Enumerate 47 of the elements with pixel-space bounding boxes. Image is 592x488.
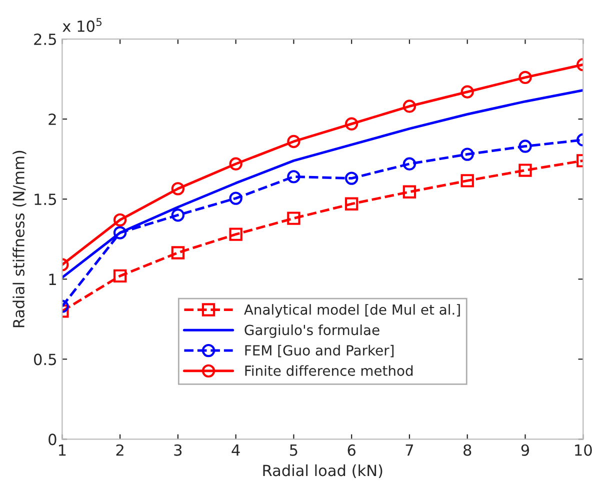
point — [344, 117, 358, 130]
x-tick-label: 1 — [58, 444, 66, 456]
point — [518, 140, 532, 153]
y-tick-label: 1.5 — [34, 194, 56, 206]
x-tick-label: 8 — [464, 444, 472, 456]
x-tick-label: 7 — [406, 444, 414, 456]
point — [518, 70, 532, 84]
x-tick-label: 10 — [575, 444, 592, 456]
point — [113, 226, 127, 240]
point — [287, 170, 300, 184]
point — [113, 269, 127, 283]
point — [344, 172, 358, 185]
point — [171, 182, 185, 196]
point — [460, 174, 474, 188]
point — [287, 134, 300, 148]
x-tick-label: 6 — [348, 444, 356, 456]
point — [229, 192, 242, 205]
y-tick-label: 2.5 — [34, 34, 56, 46]
legend-label: Finite difference method — [245, 365, 413, 376]
x-tick-label: 4 — [232, 444, 240, 456]
point — [113, 213, 127, 227]
legend-label: Gargiulo's formulae — [244, 324, 380, 338]
y-tick-label: 0.5 — [34, 354, 56, 366]
x-tick-label: 9 — [521, 444, 530, 456]
point — [344, 197, 358, 211]
text: x 10$^{5}$ — [62, 18, 102, 32]
point — [402, 100, 416, 113]
point — [287, 212, 300, 225]
y-tick-label: 2 — [48, 114, 56, 125]
x-tick-label: 2 — [116, 444, 124, 456]
legend-label: Analytical model [de Mul et al.] — [244, 304, 460, 318]
y-tick-label: 1 — [49, 274, 56, 285]
legend-label: FEM [Guo and Parker] — [245, 344, 394, 358]
point — [229, 157, 242, 170]
point — [402, 185, 416, 198]
y-axis-title: Radial stiffness (N/mm) — [12, 150, 26, 328]
point — [171, 208, 185, 222]
point — [460, 85, 474, 98]
point — [402, 157, 416, 170]
point — [460, 148, 474, 161]
point — [171, 246, 185, 260]
point — [518, 164, 532, 177]
x-tick-label: 3 — [174, 444, 182, 456]
x-tick-label: 5 — [290, 444, 298, 456]
point — [229, 228, 242, 241]
x-axis-title: Radial load (kN) — [263, 464, 382, 478]
y-tick-label: 0 — [48, 434, 56, 446]
